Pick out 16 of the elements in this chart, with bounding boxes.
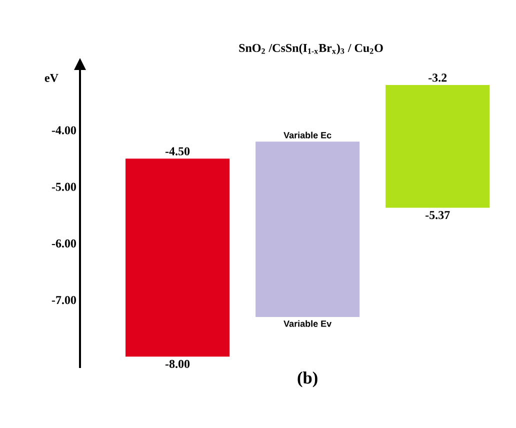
y-tick-label: -4.00	[52, 126, 76, 134]
y-tick-label: -5.00	[52, 182, 76, 191]
y-axis-title: eV	[44, 74, 58, 82]
text: (b)	[298, 372, 318, 388]
annotation: Variable Ev	[284, 320, 332, 327]
annotation: -5.37	[426, 211, 450, 220]
chart-title: SnO$_{2}$ /CsSn(I$_{1-x}$Br$_{x}$)$_{3}$ / Cu$_{2}$O	[239, 44, 383, 54]
y-tick-label: -6.00	[52, 239, 76, 248]
y-tick-label: -7.00	[52, 296, 76, 304]
annotation: Variable Ec	[284, 132, 332, 138]
bar	[126, 158, 230, 357]
bar	[256, 142, 360, 318]
bar	[386, 84, 490, 208]
annotation: -4.50	[165, 147, 190, 156]
annotation: -8.00	[165, 360, 190, 368]
annotation: -3.2	[428, 74, 447, 82]
